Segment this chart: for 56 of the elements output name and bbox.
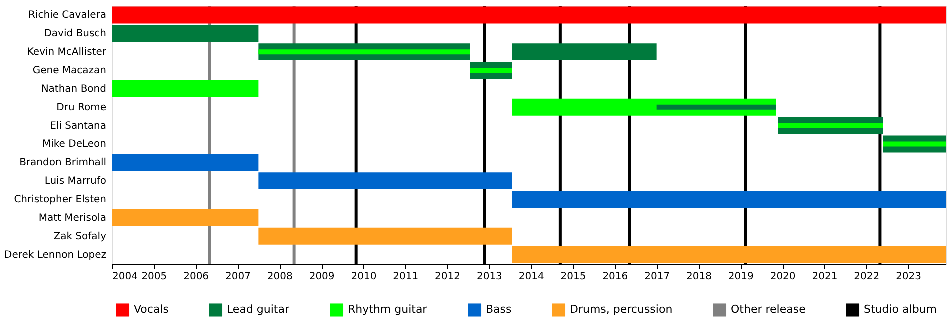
- bar: [258, 50, 470, 55]
- y-tick-label: Gene Macazan: [32, 66, 106, 76]
- y-tick-label: Dru Rome: [56, 102, 106, 114]
- y-tick-label: Derek Lennon Lopez: [4, 250, 106, 261]
- bar: [778, 123, 884, 128]
- legend-label: Other release: [731, 303, 806, 316]
- bar: [112, 154, 259, 172]
- legend-label: Rhythm guitar: [348, 303, 428, 316]
- y-tick-label: Christopher Elsten: [14, 194, 106, 206]
- legend-label: Lead guitar: [227, 303, 290, 316]
- x-tick-label: 2013: [476, 272, 502, 282]
- bar: [112, 80, 259, 98]
- x-tick-label: 2019: [728, 272, 754, 282]
- x-tick-label: 2015: [560, 272, 586, 282]
- y-tick-label: Zak Sofaly: [54, 231, 107, 242]
- x-tick-label: 2023: [896, 272, 922, 282]
- x-tick-label: 2016: [602, 272, 628, 282]
- bar: [112, 25, 259, 42]
- bar: [112, 6, 946, 24]
- x-tick-label: 2014: [518, 272, 544, 282]
- bar: [512, 246, 946, 264]
- x-tick-label: 2007: [226, 272, 251, 282]
- y-tick-label: Kevin McAllister: [27, 47, 108, 58]
- bar: [258, 228, 512, 245]
- bar: [656, 104, 776, 110]
- y-tick-label: Nathan Bond: [41, 84, 106, 95]
- x-tick-label: 2008: [267, 272, 293, 282]
- x-tick-label: 2021: [812, 272, 838, 282]
- bar: [512, 44, 657, 61]
- y-tick-label: Brandon Brimhall: [20, 158, 106, 169]
- y-tick-label: Matt Merisola: [38, 212, 106, 224]
- x-tick-label: 2009: [309, 272, 335, 282]
- x-tick-label: 2012: [435, 272, 461, 282]
- x-tick-label: 2017: [644, 272, 670, 282]
- x-tick-label: 2004: [112, 272, 138, 282]
- x-tick-label: 2011: [393, 272, 419, 282]
- legend-label: Bass: [486, 303, 512, 316]
- bar: [258, 172, 512, 190]
- y-tick-label: Luis Marrufo: [44, 176, 106, 188]
- legend-label: Drums, percussion: [570, 303, 673, 316]
- x-tick-label: 2005: [142, 272, 168, 282]
- y-tick-label: Mike DeLeon: [42, 139, 106, 150]
- x-tick-label: 2018: [686, 272, 712, 282]
- bar: [883, 142, 946, 147]
- legend-label: Vocals: [134, 303, 170, 316]
- bar: [512, 191, 946, 208]
- x-tick-label: 2010: [351, 272, 377, 282]
- bar: [470, 68, 512, 73]
- bar: [112, 209, 259, 226]
- y-tick-label: Eli Santana: [50, 120, 106, 132]
- legend-label: Studio album: [864, 303, 937, 316]
- y-tick-label: Richie Cavalera: [28, 10, 106, 22]
- x-tick-label: 2022: [854, 272, 880, 282]
- x-tick-label: 2020: [770, 272, 796, 282]
- x-tick-label: 2006: [184, 272, 210, 282]
- y-tick-label: David Busch: [44, 28, 106, 40]
